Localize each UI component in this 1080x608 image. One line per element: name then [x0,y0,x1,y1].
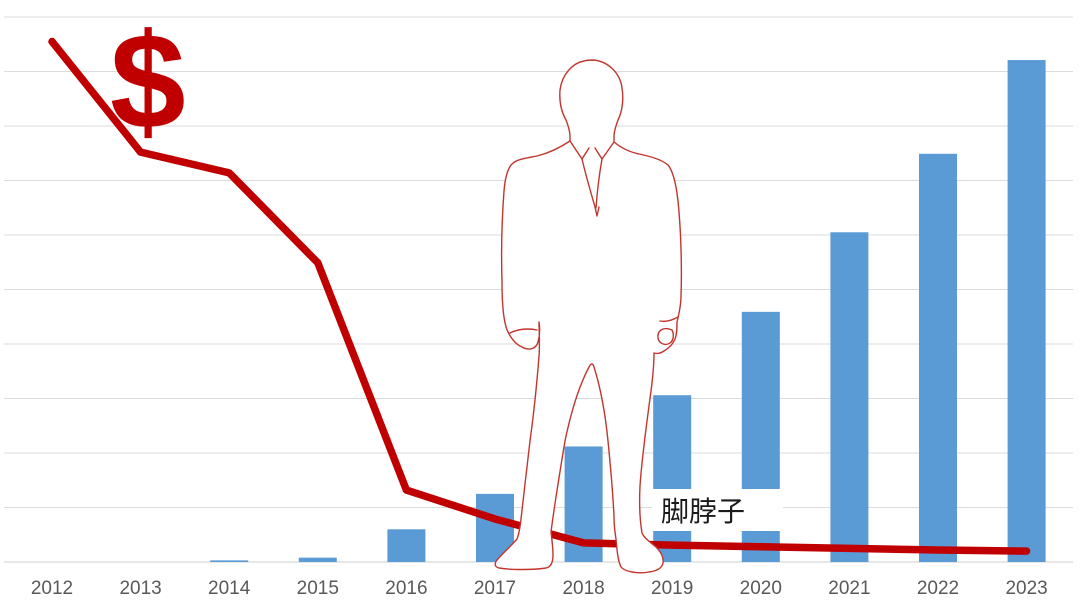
ankle-label: 脚脖子 [661,496,745,528]
x-axis-label: 2016 [385,578,427,599]
x-axis-label: 2014 [208,578,251,599]
x-axis-label: 2020 [740,578,782,599]
x-axis-label: 2022 [917,578,959,599]
bar-2022 [919,154,957,562]
x-axis-label: 2012 [31,578,73,599]
x-axis-label: 2019 [651,578,693,599]
dollar-sign-icon: $ [110,5,186,157]
bar-2015 [299,558,337,562]
bar-2016 [387,529,425,562]
x-axis-label: 2018 [562,578,604,599]
x-axis-label: 2013 [119,578,161,599]
x-axis-label: 2015 [297,578,339,599]
x-axis-labels: 2012 2013 2014 2015 2016 2017 2018 2019 2020 2021… [31,578,1048,599]
x-axis-label: 2017 [474,578,516,599]
x-axis-label: 2021 [828,578,870,599]
ankle-annotation: 脚脖子 [652,489,783,531]
bar-2021 [830,232,868,562]
bar-2014 [210,560,248,562]
chart-canvas: 脚脖子 $ 2012201320142015201620172018201920… [0,0,1080,608]
bar-2023 [1008,60,1046,562]
x-axis-label: 2023 [1005,578,1047,599]
combo-chart: 脚脖子 $ 2012201320142015201620172018201920… [0,0,1080,608]
bar-2019 [653,395,691,562]
